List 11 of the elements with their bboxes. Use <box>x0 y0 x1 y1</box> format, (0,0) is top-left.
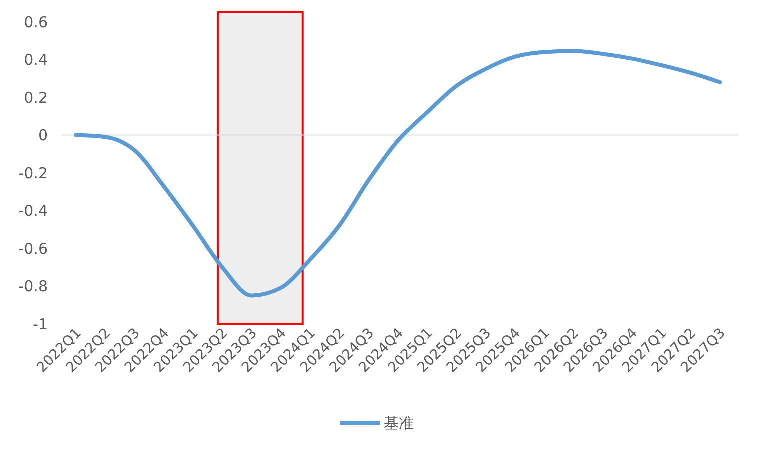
y-tick-label: 0.6 <box>24 13 48 32</box>
y-tick-label: -0.4 <box>18 202 48 220</box>
y-tick-label: -0.2 <box>18 164 48 182</box>
y-tick-label: 0.2 <box>24 88 48 107</box>
y-tick-label: -1 <box>33 315 48 334</box>
y-tick-label: 0 <box>38 126 48 144</box>
legend-label: 基准 <box>384 414 414 432</box>
y-tick-label: -0.8 <box>18 278 48 296</box>
y-tick-label: 0.4 <box>24 51 48 69</box>
line-series <box>74 49 722 298</box>
y-tick-label: -0.6 <box>18 240 48 258</box>
